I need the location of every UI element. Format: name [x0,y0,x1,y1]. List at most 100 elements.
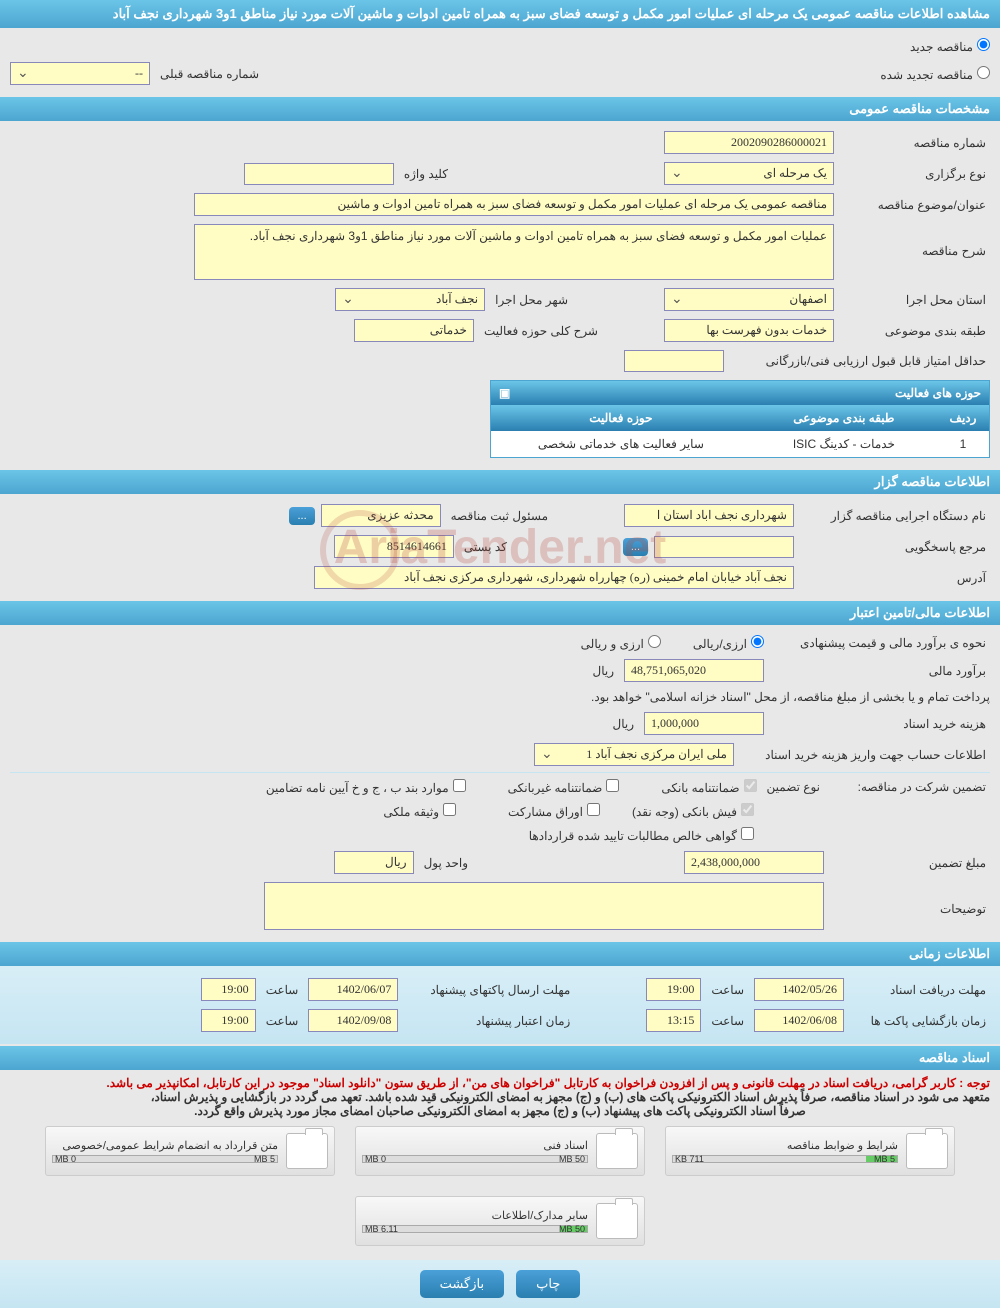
table-col-category: طبقه بندی موضوعی [745,411,943,425]
min-score-label: حداقل امتیاز قابل قبول ارزیابی فنی/بازرگ… [730,354,990,368]
chk-property[interactable]: وثیقه ملکی [383,803,456,819]
chk-securities-label: اوراق مشارکت [508,805,583,819]
chk-items[interactable]: موارد بند ب ، ج و خ آیین نامه تضامین [266,779,466,795]
estimate-currency: ریال [588,664,618,678]
back-button[interactable]: بازگشت [420,1270,504,1298]
attachment-card[interactable]: شرایط و ضوابط مناقصه 711 KB 5 MB [665,1126,955,1176]
table-cell-idx: 1 [943,437,983,451]
category-field[interactable]: خدمات بدون فهرست بها [664,319,834,342]
table-col-domain: حوزه فعالیت [497,411,745,425]
tender-number-label: شماره مناقصه [840,136,990,150]
account-label: اطلاعات حساب جهت واریز هزینه خرید اسناد [740,748,990,762]
attachment-card[interactable]: متن قرارداد به انضمام شرایط عمومی/خصوصی … [45,1126,335,1176]
subject-field[interactable]: مناقصه عمومی یک مرحله ای عملیات امور مکم… [194,193,834,216]
org-name-label: نام دستگاه اجرایی مناقصه گزار [800,509,990,523]
section-timing-header: اطلاعات زمانی [0,942,1000,966]
table-col-idx: ردیف [943,411,983,425]
province-dropdown[interactable]: اصفهان [664,288,834,311]
description-field[interactable]: عملیات امور مکمل و توسعه فضای سبز به همر… [194,224,834,280]
chk-cert[interactable]: گواهی خالص مطالبات تایید شده قراردادها [529,827,754,843]
attachment-title: شرایط و ضوابط مناقصه [672,1139,898,1152]
min-score-field[interactable] [624,350,724,372]
folder-icon [596,1133,638,1169]
guarantee-amount-label: مبلغ تضمین [830,856,990,870]
receive-date-field[interactable]: 1402/05/26 [754,978,844,1001]
attachment-title: سایر مدارک/اطلاعات [362,1209,588,1222]
opening-time-field[interactable]: 13:15 [646,1009,701,1032]
section-financial-header: اطلاعات مالی/تامین اعتبار [0,601,1000,625]
guarantee-label: تضمین شرکت در مناقصه: [830,780,990,794]
responder-field[interactable] [654,536,794,558]
docs-note-red: توجه : کاربر گرامی، دریافت اسناد در مهلت… [10,1076,990,1090]
registrar-ellipsis-button[interactable]: ... [289,507,314,525]
attachment-card[interactable]: سایر مدارک/اطلاعات 6.11 MB 50 MB [355,1196,645,1246]
registrar-label: مسئول ثبت مناقصه [447,509,552,523]
attachment-title: متن قرارداد به انضمام شرایط عمومی/خصوصی [52,1139,278,1152]
chk-cash[interactable]: فیش بانکی (وجه نقد) [632,803,754,819]
account-dropdown[interactable]: ملی ایران مرکزی نجف آباد 1 [534,743,734,766]
holding-type-dropdown[interactable]: یک مرحله ای [664,162,834,185]
subject-label: عنوان/موضوع مناقصه [840,198,990,212]
attachment-progress: 6.11 MB 50 MB [362,1225,588,1233]
tender-number-field[interactable]: 2002090286000021 [664,131,834,154]
attachment-card[interactable]: اسناد فنی 0 MB 50 MB [355,1126,645,1176]
receive-time-field[interactable]: 19:00 [646,978,701,1001]
address-field[interactable]: نجف آباد خیابان امام خمینی (ره) چهارراه … [314,566,794,589]
city-dropdown[interactable]: نجف آباد [335,288,485,311]
opening-date-field[interactable]: 1402/06/08 [754,1009,844,1032]
section-organizer-header: اطلاعات مناقصه گزار [0,470,1000,494]
chk-cert-label: گواهی خالص مطالبات تایید شده قراردادها [529,829,737,843]
validity-time-label: ساعت [262,1014,303,1028]
radio-renewed-tender[interactable]: مناقصه تجدید شده [880,66,990,82]
section-docs-header: اسناد مناقصه [0,1046,1000,1070]
receive-deadline-label: مهلت دریافت اسناد [850,983,990,997]
radio-method-arz[interactable]: ارزی و ریالی [581,635,661,651]
doc-fee-field[interactable]: 1,000,000 [644,712,764,735]
doc-fee-label: هزینه خرید اسناد [770,717,990,731]
submit-time-field[interactable]: 19:00 [201,978,256,1001]
method-rial-label: ارزی/ریالی [693,637,747,651]
org-name-field[interactable]: شهرداری نجف اباد استان ا [624,504,794,527]
keyword-label: کلید واژه [400,167,452,181]
attachment-progress: 0 MB 50 MB [362,1155,588,1163]
estimate-field[interactable]: 48,751,065,020 [624,659,764,682]
guarantee-amount-field[interactable]: 2,438,000,000 [684,851,824,874]
table-collapse-icon[interactable]: ▣ [499,386,510,400]
unit-field[interactable]: ریال [334,851,414,874]
postal-label: کد پستی [460,540,511,554]
receive-time-label: ساعت [707,983,748,997]
keyword-field[interactable] [244,163,394,185]
prev-number-dropdown[interactable]: -- [10,62,150,85]
validity-date-field[interactable]: 1402/09/08 [308,1009,398,1032]
attachment-title: اسناد فنی [362,1139,588,1152]
postal-field[interactable]: 8514614661 [334,535,454,558]
validity-time-field[interactable]: 19:00 [201,1009,256,1032]
method-arz-label: ارزی و ریالی [581,637,644,651]
opening-label: زمان بازگشایی پاکت ها [850,1014,990,1028]
radio-new-label: مناقصه جدید [910,40,973,54]
submit-deadline-label: مهلت ارسال پاکتهای پیشنهاد [404,983,574,997]
print-button[interactable]: چاپ [516,1270,580,1298]
section-general-header: مشخصات مناقصه عمومی [0,97,1000,121]
activity-domain-field[interactable]: خدماتی [354,319,474,342]
activity-domain-label: شرح کلی حوزه فعالیت [480,324,602,338]
submit-date-field[interactable]: 1402/06/07 [308,978,398,1001]
opening-time-label: ساعت [707,1014,748,1028]
radio-renewed-label: مناقصه تجدید شده [880,68,973,82]
radio-new-tender[interactable]: مناقصه جدید [910,38,990,54]
doc-fee-currency: ریال [608,717,638,731]
attachments-container: شرایط و ضوابط مناقصه 711 KB 5 MB اسناد ف… [10,1118,990,1254]
province-label: استان محل اجرا [840,293,990,307]
registrar-field[interactable]: محدثه عزیزی [321,504,441,527]
responder-ellipsis-button[interactable]: ... [623,538,648,556]
chk-bank[interactable]: ضمانتنامه بانکی [661,779,756,795]
unit-label: واحد پول [420,856,472,870]
radio-method-rial[interactable]: ارزی/ریالی [693,635,764,651]
notes-field[interactable] [264,882,824,930]
chk-nonbank[interactable]: ضمانتنامه غیربانکی [508,779,620,795]
table-row: 1 خدمات - کدینگ ISIC سایر فعالیت های خدم… [491,431,989,457]
chk-cash-label: فیش بانکی (وجه نقد) [632,805,737,819]
page-title: مشاهده اطلاعات مناقصه عمومی یک مرحله ای … [0,0,1000,28]
chk-securities[interactable]: اوراق مشارکت [508,803,600,819]
validity-label: زمان اعتبار پیشنهاد [404,1014,574,1028]
